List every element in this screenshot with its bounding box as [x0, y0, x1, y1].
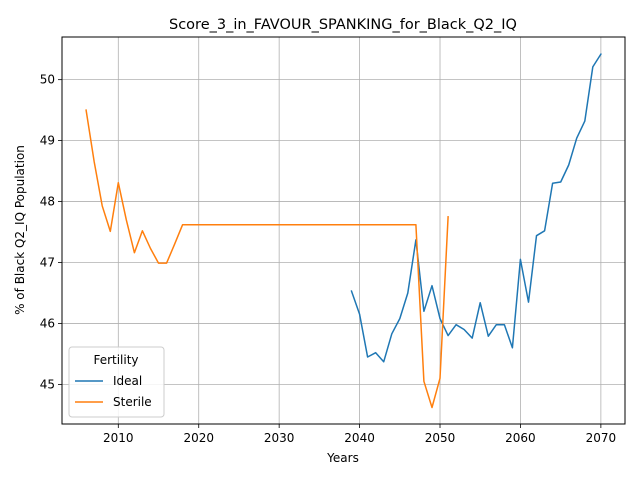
legend-box — [68, 346, 165, 418]
axis-ticks: 2010 2020 2030 2040 2050 2060 2070 45 46 47 48 49 50 — [40, 73, 616, 445]
y-tick-label: 50 — [40, 73, 55, 87]
y-tick-label: 46 — [40, 316, 55, 330]
y-tick-label: 45 — [40, 377, 55, 391]
legend: Fertility Ideal Sterile — [68, 346, 165, 418]
x-tick-label: 2060 — [505, 431, 536, 445]
legend-label-sterile: Sterile — [113, 395, 152, 409]
x-tick-label: 2010 — [103, 431, 134, 445]
y-tick-label: 49 — [40, 134, 55, 148]
x-tick-label: 2020 — [183, 431, 214, 445]
plot-frame — [61, 36, 626, 425]
x-tick-label: 2030 — [264, 431, 295, 445]
series-line-ideal — [350, 53, 602, 363]
x-tick-label: 2040 — [344, 431, 375, 445]
series-line-sterile — [85, 109, 449, 409]
series-lines — [85, 53, 602, 409]
legend-title: Fertility — [93, 353, 138, 367]
y-axis-label: % of Black Q2_IQ Population — [13, 145, 27, 315]
x-tick-label: 2070 — [586, 431, 617, 445]
x-axis-label: Years — [326, 451, 359, 465]
y-tick-label: 47 — [40, 255, 55, 269]
x-tick-label: 2050 — [425, 431, 456, 445]
legend-label-ideal: Ideal — [113, 374, 142, 388]
y-tick-label: 48 — [40, 195, 55, 209]
chart-title: Score_3_in_FAVOUR_SPANKING_for_Black_Q2_… — [169, 17, 517, 33]
